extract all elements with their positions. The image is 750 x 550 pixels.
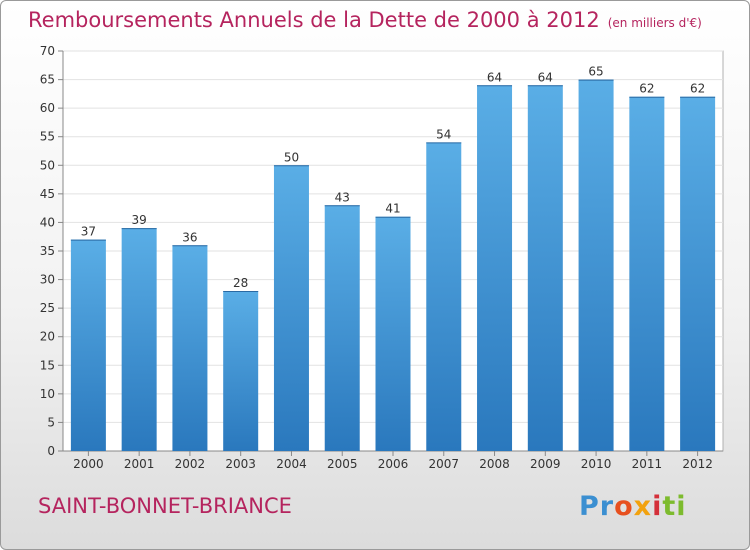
y-tick-label: 15 (40, 358, 55, 372)
x-tick-label: 2009 (530, 457, 561, 471)
bar (527, 85, 563, 452)
y-tick-label: 20 (40, 330, 55, 344)
chart-title: Remboursements Annuels de la Dette de 20… (28, 8, 702, 32)
bar-value-label: 43 (335, 190, 350, 204)
bar (121, 228, 157, 451)
bar (223, 291, 259, 451)
bar (680, 96, 716, 451)
bar (324, 205, 360, 451)
x-tick-label: 2002 (175, 457, 206, 471)
bar (477, 85, 513, 452)
chart-subtitle: (en milliers d'€) (607, 16, 702, 30)
y-tick-label: 55 (40, 130, 55, 144)
logo-part-3: x (633, 491, 653, 522)
bar-value-label: 37 (81, 225, 96, 239)
y-tick-label: 45 (40, 187, 55, 201)
bar (375, 216, 411, 451)
y-tick-label: 5 (47, 415, 55, 429)
bar-value-label: 39 (132, 213, 147, 227)
bar-value-label: 65 (588, 65, 603, 79)
logo-part-4: i (652, 491, 663, 522)
bar-value-label: 36 (182, 230, 197, 244)
x-tick-label: 2003 (225, 457, 256, 471)
bar (578, 79, 614, 452)
bar-value-label: 50 (284, 150, 299, 164)
x-tick-label: 2010 (581, 457, 612, 471)
bar-value-label: 64 (487, 70, 502, 84)
chart-title-text: Remboursements Annuels de la Dette de 20… (28, 8, 600, 32)
x-tick-label: 2007 (428, 457, 459, 471)
y-tick-label: 35 (40, 244, 55, 258)
bar (629, 96, 665, 451)
y-tick-label: 70 (40, 44, 55, 58)
bar-value-label: 62 (639, 82, 654, 96)
x-tick-label: 2000 (73, 457, 104, 471)
x-tick-label: 2012 (682, 457, 713, 471)
x-tick-label: 2008 (479, 457, 510, 471)
bar-value-label: 62 (690, 82, 705, 96)
y-tick-label: 65 (40, 73, 55, 87)
x-tick-label: 2006 (378, 457, 409, 471)
x-tick-label: 2005 (327, 457, 358, 471)
logo-part-5: ti (662, 491, 687, 522)
y-tick-label: 25 (40, 301, 55, 315)
bar (172, 245, 208, 451)
y-tick-label: 30 (40, 273, 55, 287)
x-tick-label: 2011 (632, 457, 663, 471)
bar-value-label: 28 (233, 276, 248, 290)
bar-value-label: 41 (385, 202, 400, 216)
bar-value-label: 64 (538, 70, 553, 84)
y-tick-label: 0 (47, 444, 55, 458)
x-tick-label: 2001 (124, 457, 155, 471)
proxiti-logo: Proxiti (579, 491, 687, 522)
y-tick-label: 50 (40, 158, 55, 172)
commune-name: SAINT-BONNET-BRIANCE (38, 494, 292, 518)
logo-part-2: o (614, 491, 634, 522)
bar (70, 239, 106, 451)
bar (426, 142, 462, 451)
x-tick-label: 2004 (276, 457, 307, 471)
logo-part-1: Pr (579, 491, 615, 522)
y-tick-label: 10 (40, 387, 55, 401)
bar (273, 165, 309, 452)
bar-value-label: 54 (436, 127, 451, 141)
y-tick-label: 60 (40, 101, 55, 115)
y-tick-label: 40 (40, 215, 55, 229)
